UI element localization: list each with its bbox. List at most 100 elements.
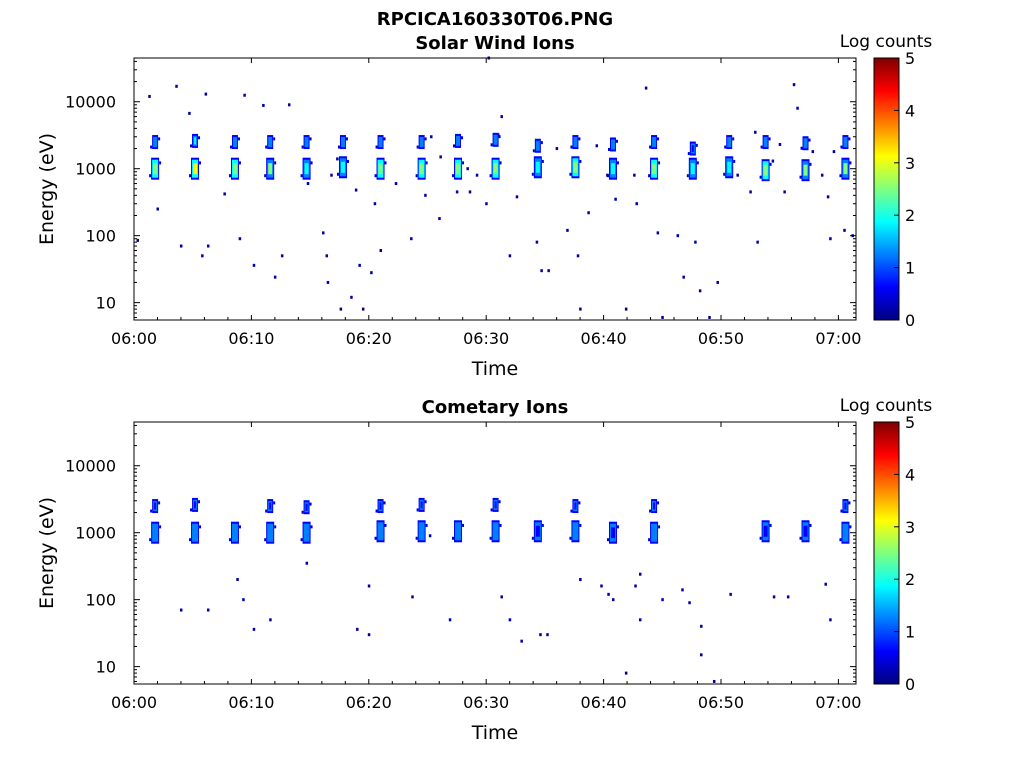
- count-dot: [500, 595, 503, 599]
- count-dot: [633, 173, 636, 177]
- count-dot: [676, 234, 680, 238]
- count-dot: [754, 130, 757, 134]
- count-dot: [729, 592, 732, 596]
- y-tick-label: 100: [85, 227, 116, 246]
- count-dot: [330, 173, 333, 177]
- sweep-cluster: [264, 499, 277, 544]
- count-dot: [749, 190, 752, 194]
- count-dot: [358, 263, 361, 267]
- count-dot: [820, 173, 824, 177]
- count-dot: [796, 106, 799, 110]
- sweep-cluster: [723, 135, 736, 179]
- y-tick-label: 10: [96, 294, 116, 313]
- count-dot: [595, 144, 599, 148]
- count-dot: [269, 618, 272, 622]
- count-dot: [356, 627, 359, 631]
- count-dot: [204, 92, 208, 96]
- count-dot: [688, 601, 691, 605]
- count-dot: [624, 307, 628, 311]
- sweep-cluster: [799, 520, 812, 543]
- count-dot: [698, 289, 702, 293]
- y-tick-label: 10: [96, 658, 116, 677]
- sweep-cluster: [839, 499, 852, 544]
- count-dot: [600, 584, 603, 588]
- count-dot: [411, 595, 414, 599]
- count-dot: [179, 244, 183, 248]
- panel-title: Cometary Ions: [422, 397, 569, 418]
- count-dot: [410, 237, 413, 241]
- x-tick-label: 06:00: [111, 329, 157, 348]
- count-dot: [430, 135, 433, 139]
- count-dot: [394, 182, 398, 186]
- x-tick-label: 06:40: [581, 329, 627, 348]
- x-axis: 06:00 06:10 06:20 06:30 06:40 06:50 07:00: [111, 58, 861, 348]
- count-dot: [824, 582, 827, 586]
- y-tick-label: 10000: [65, 93, 116, 112]
- colorbar-tick-label: 0: [905, 675, 915, 694]
- y-axis: 10 100 1000 10000: [65, 60, 856, 318]
- colorbar-tick-label: 5: [905, 49, 915, 68]
- count-dot: [500, 115, 503, 119]
- count-dot: [370, 271, 373, 275]
- sweep-cluster: [374, 499, 387, 543]
- count-dot: [644, 86, 648, 90]
- count-dot: [515, 195, 519, 199]
- sweep-cluster: [489, 132, 502, 180]
- count-dot: [262, 103, 265, 107]
- count-dot: [188, 111, 191, 115]
- panel-cometary-ions: Cometary Ions 06:00 06:10 06:20 06:30 06:40 0…: [36, 396, 932, 744]
- colorbar-tick-label: 4: [905, 101, 915, 120]
- count-dot: [252, 627, 256, 631]
- count-dot: [546, 633, 549, 637]
- panel-solar-wind-ions: Solar Wind Ions 06:00 06:10 06:20 06:30 06:4…: [36, 32, 932, 380]
- count-dot: [455, 190, 459, 194]
- count-dot: [843, 228, 846, 232]
- count-dot: [485, 202, 488, 206]
- count-dot: [379, 249, 383, 253]
- count-dot: [778, 142, 782, 146]
- count-dot: [287, 103, 291, 107]
- count-dot: [700, 624, 703, 628]
- sweep-cluster: [189, 133, 202, 180]
- count-dot: [148, 94, 151, 98]
- count-dot: [656, 231, 660, 235]
- count-dot: [273, 275, 277, 279]
- sweep-cluster: [569, 499, 582, 543]
- count-dot: [373, 202, 377, 206]
- colorbar-label: Log counts: [840, 32, 933, 52]
- x-axis: 06:00 06:10 06:20 06:30 06:40 06:50 07:00: [111, 422, 861, 712]
- count-dot: [736, 173, 739, 177]
- count-dot: [238, 237, 242, 241]
- sweep-cluster: [415, 135, 428, 180]
- x-axis-label: Time: [471, 358, 519, 380]
- count-dot: [786, 595, 790, 599]
- count-dot: [661, 598, 664, 602]
- count-dot: [638, 618, 642, 622]
- count-dot: [547, 269, 550, 273]
- x-tick-label: 06:30: [463, 329, 509, 348]
- count-dot: [350, 295, 353, 299]
- count-dot: [712, 679, 716, 683]
- x-tick-label: 07:00: [815, 693, 861, 712]
- count-dot: [252, 263, 256, 267]
- sweep-cluster: [531, 520, 544, 543]
- count-dot: [305, 561, 309, 565]
- count-dot: [540, 269, 543, 273]
- sweep-cluster: [415, 497, 428, 543]
- y-axis: 10 100 1000 10000: [65, 424, 856, 682]
- sweep-cluster: [452, 520, 465, 543]
- colorbar-tick-label: 3: [905, 154, 915, 173]
- count-dot: [829, 618, 832, 622]
- count-dot: [661, 315, 664, 319]
- y-axis-label: Energy (eV): [36, 133, 58, 245]
- figure-title: RPCICA160330T06.PNG: [377, 9, 613, 30]
- x-tick-label: 06:30: [463, 693, 509, 712]
- x-tick-label: 06:20: [346, 329, 392, 348]
- count-dot: [336, 157, 339, 161]
- sweep-cluster: [228, 135, 241, 180]
- y-axis-label: Energy (eV): [36, 497, 58, 609]
- count-dot: [716, 280, 719, 284]
- sweep-cluster: [336, 135, 349, 179]
- count-dot: [535, 240, 539, 244]
